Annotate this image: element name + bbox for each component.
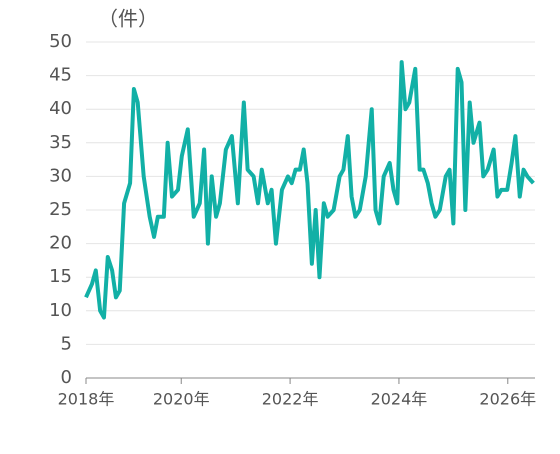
y-tick-label: 40: [49, 98, 72, 119]
y-tick-label: 45: [49, 65, 72, 86]
y-tick-label: 50: [49, 31, 72, 52]
y-tick-label: 25: [49, 199, 72, 220]
y-tick-label: 20: [49, 233, 72, 254]
y-axis-label: （件）: [98, 7, 158, 31]
x-tick-label: 2024年: [371, 390, 428, 409]
x-tick-label: 2020年: [153, 390, 210, 409]
y-tick-label: 15: [49, 266, 72, 287]
x-tick-label: 2022年: [262, 390, 319, 409]
y-tick-label: 35: [49, 132, 72, 153]
x-tick-label: 2026年: [479, 390, 536, 409]
y-tick-label: 0: [61, 367, 72, 388]
x-tick-label: 2018年: [58, 390, 115, 409]
data-line: [84, 60, 535, 320]
y-tick-label: 10: [49, 300, 72, 321]
y-tick-label: 5: [61, 333, 72, 354]
y-tick-label: 30: [49, 165, 72, 186]
